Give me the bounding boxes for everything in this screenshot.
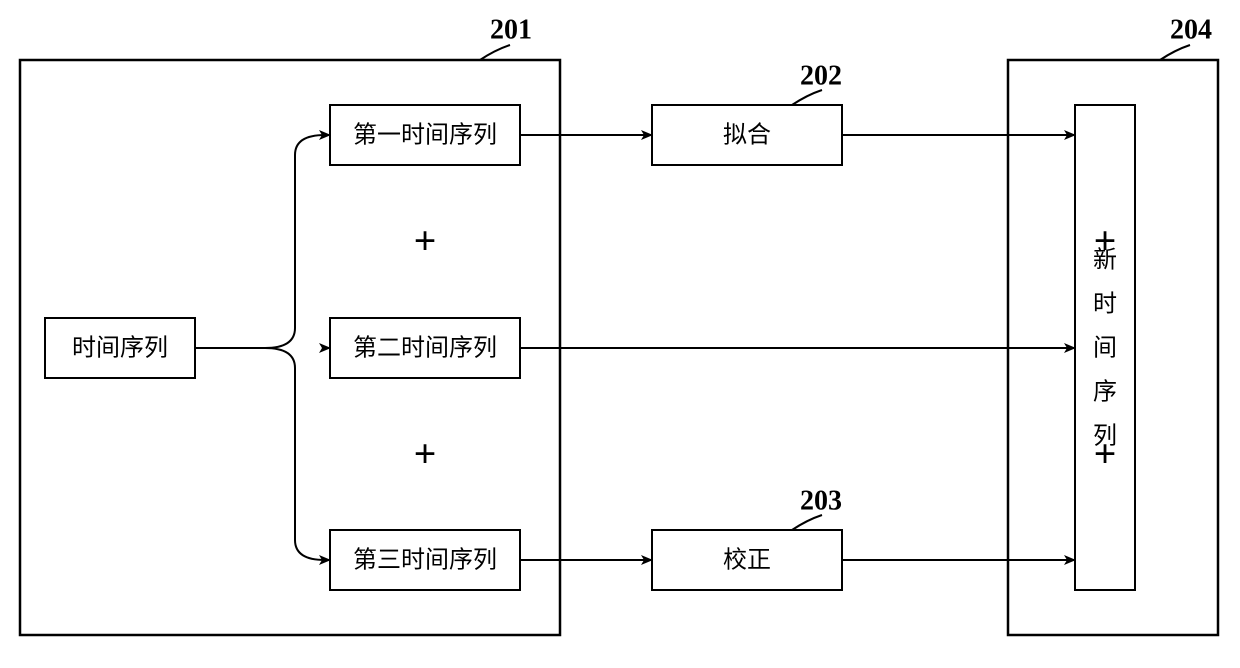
label-seq1: 第一时间序列: [353, 122, 497, 149]
ref-203: 203: [800, 485, 842, 516]
plus-mark-0: +: [414, 218, 437, 263]
label-correct: 校正: [723, 547, 771, 574]
plus-mark-3: +: [1094, 431, 1117, 476]
plus-mark-1: +: [414, 431, 437, 476]
label-seq3: 第三时间序列: [353, 547, 497, 574]
diagram-canvas: 时间序列第一时间序列第二时间序列第三时间序列拟合校正新时间序列++++20120…: [0, 0, 1240, 668]
ref-leader-1: [1160, 45, 1190, 60]
ref-leader-3: [792, 515, 822, 530]
label-output-char-2: 间: [1093, 335, 1117, 362]
label-seq2: 第二时间序列: [353, 335, 497, 362]
label-output-char-1: 时: [1093, 291, 1117, 318]
label-input: 时间序列: [72, 335, 168, 362]
ref-201: 201: [490, 14, 532, 45]
brace-body: [265, 135, 325, 560]
ref-204: 204: [1170, 14, 1212, 45]
ref-leader-2: [792, 90, 822, 105]
plus-mark-2: +: [1094, 218, 1117, 263]
ref-leader-0: [480, 45, 510, 60]
ref-202: 202: [800, 60, 842, 91]
label-fit: 拟合: [723, 122, 771, 149]
label-output-char-3: 序: [1093, 379, 1117, 406]
